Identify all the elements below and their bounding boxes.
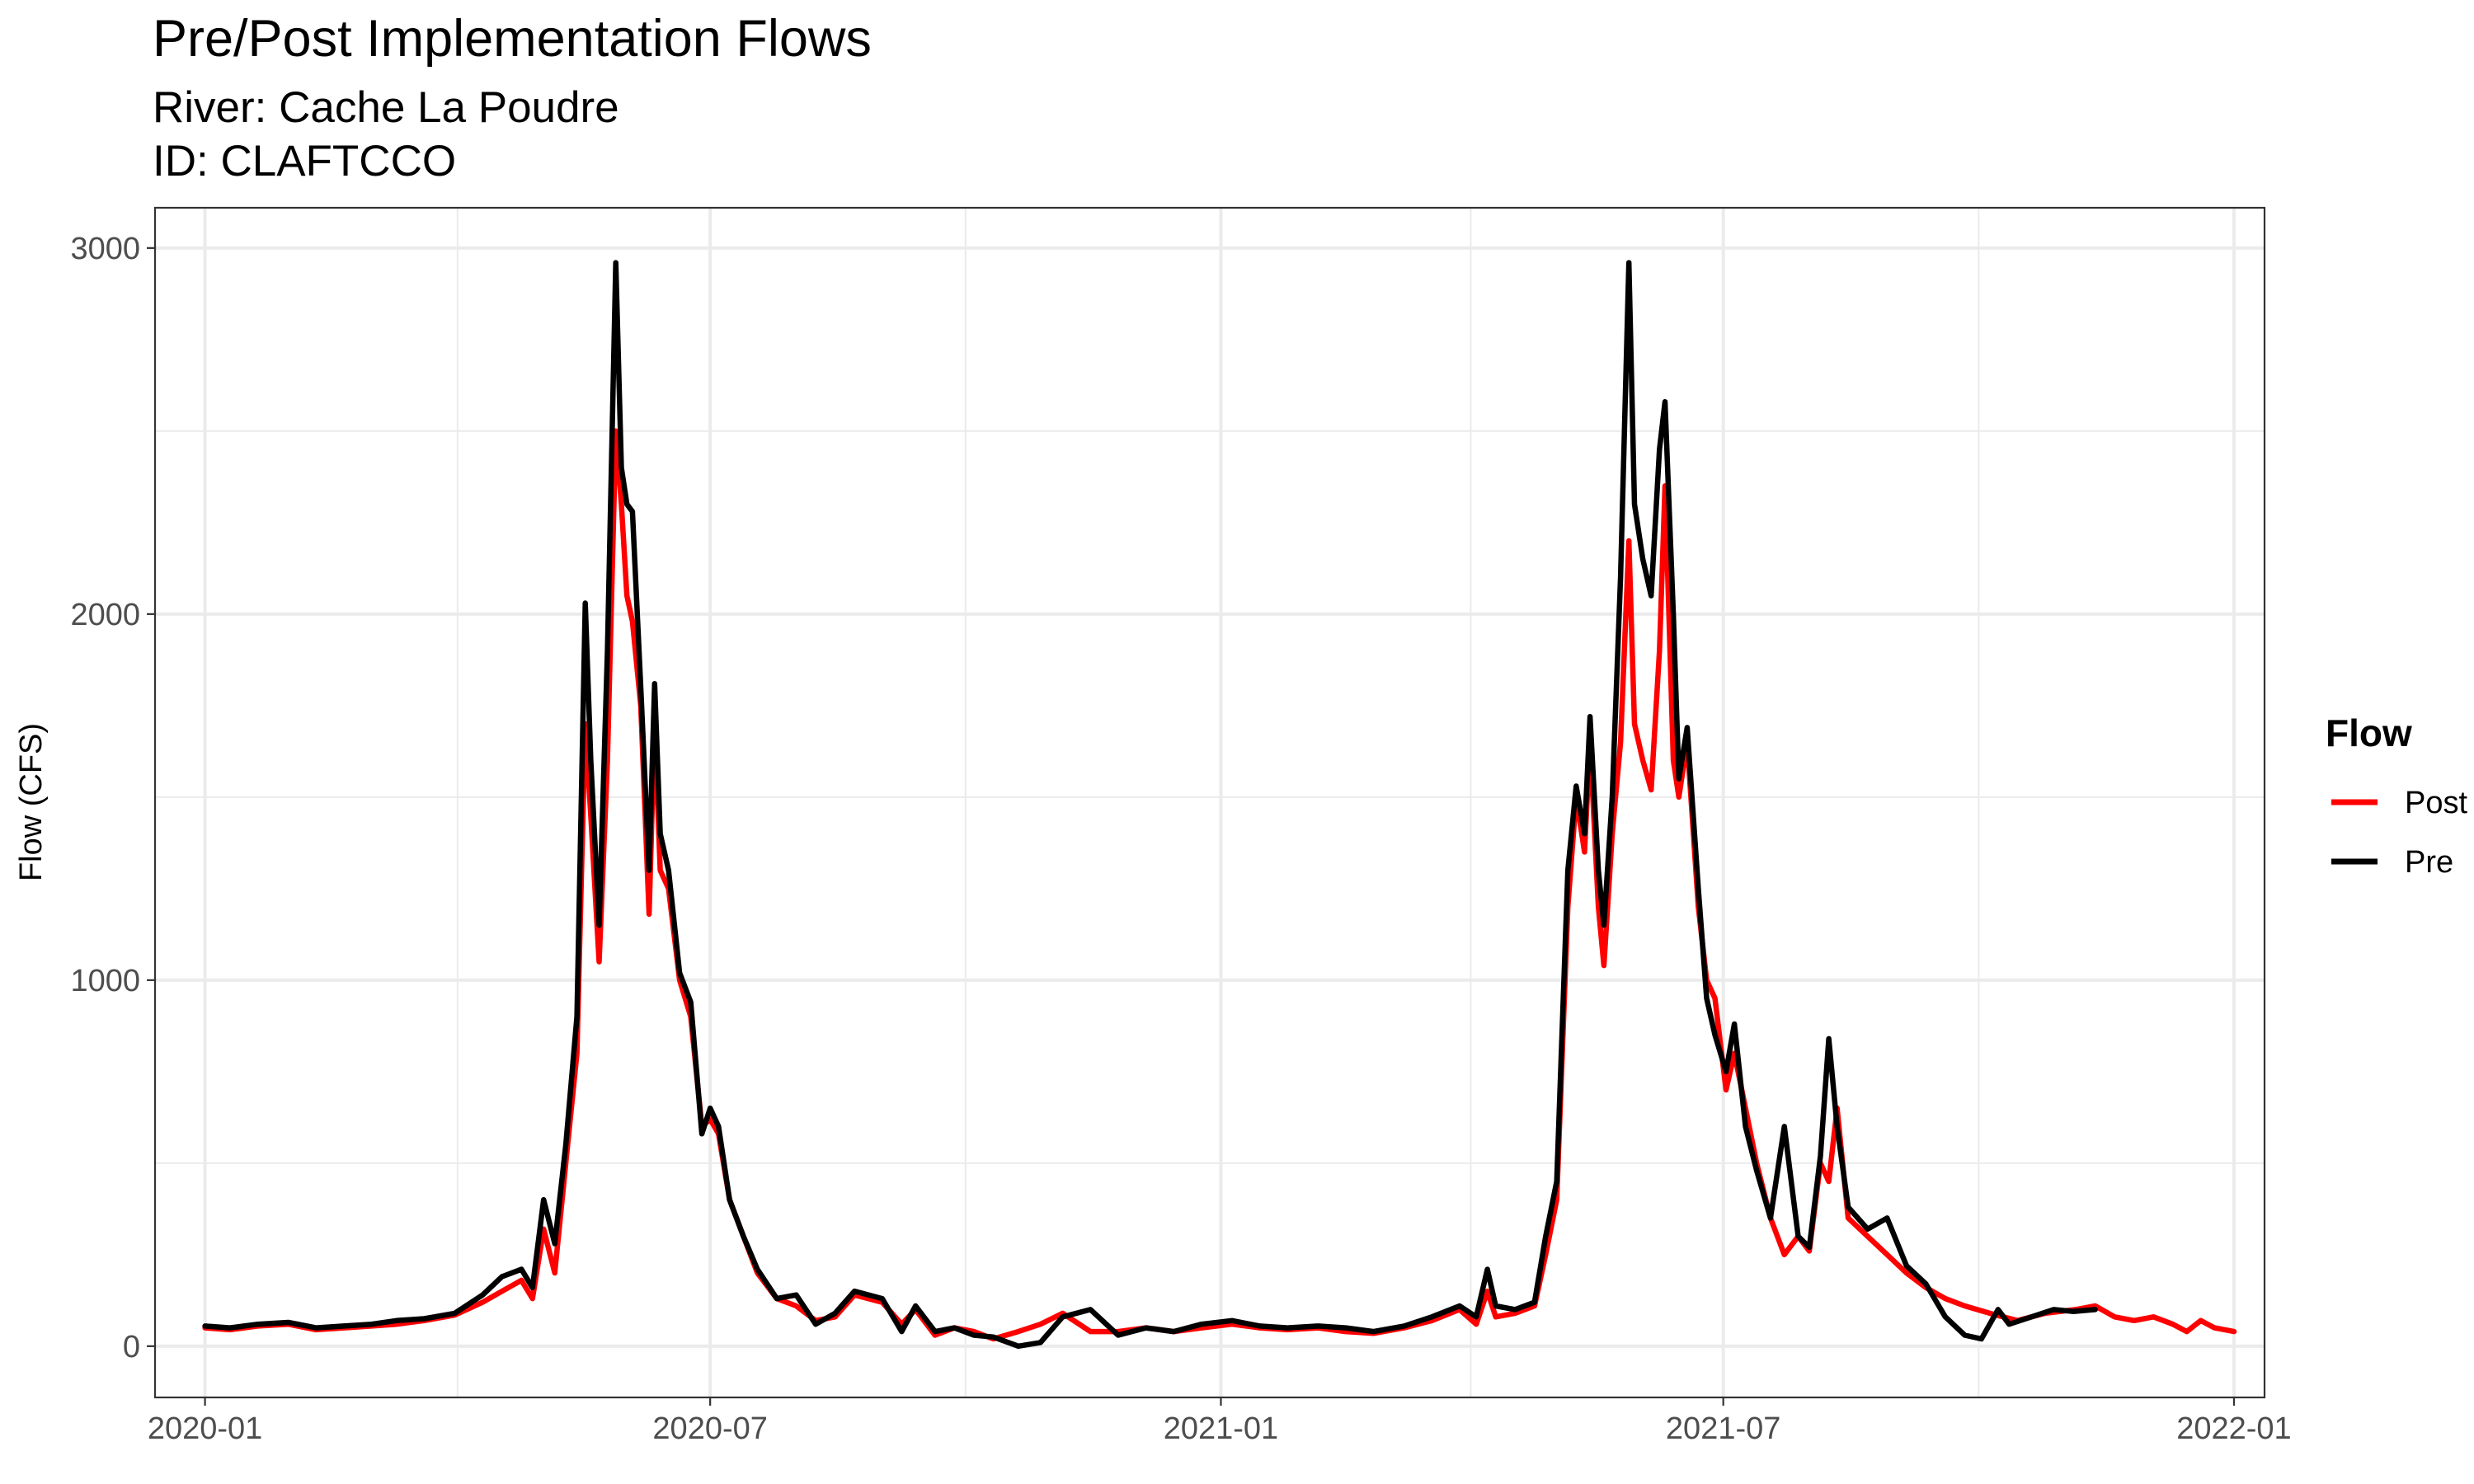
series-line-post xyxy=(202,428,2237,1342)
y-tick-label: 0 xyxy=(123,1330,140,1364)
y-tick-label: 1000 xyxy=(70,964,140,998)
x-tick-label: 2021-07 xyxy=(1666,1411,1780,1446)
x-tick-label: 2020-01 xyxy=(148,1411,262,1446)
y-axis: 0 1000 2000 3000 xyxy=(70,232,155,1364)
grid-major xyxy=(155,208,2265,1397)
x-tick-label: 2021-01 xyxy=(1164,1411,1278,1446)
legend-items: Post Pre xyxy=(2331,786,2467,880)
plot-background xyxy=(155,208,2265,1397)
x-axis: 2020-01 2020-07 2021-01 2021-07 2022-01 xyxy=(148,1397,2292,1446)
grid-minor xyxy=(155,208,2265,1397)
series-lines xyxy=(202,260,2237,1350)
chart-subtitle-river: River: Cache La Poudre xyxy=(153,83,619,132)
legend-label-post: Post xyxy=(2405,786,2467,820)
x-tick-label: 2022-01 xyxy=(2176,1411,2291,1446)
legend-label-pre: Pre xyxy=(2405,845,2453,880)
chart-subtitle-id: ID: CLAFTCCO xyxy=(153,137,456,186)
plot-panel xyxy=(153,206,2266,1399)
x-tick-label: 2020-07 xyxy=(652,1411,767,1446)
plot-border xyxy=(153,206,2266,1399)
y-tick-label: 3000 xyxy=(70,232,140,266)
chart-title: Pre/Post Implementation Flows xyxy=(153,10,872,68)
y-axis-label: Flow (CFS) xyxy=(14,723,49,881)
y-tick-label: 2000 xyxy=(70,598,140,632)
legend: Flow Post Pre xyxy=(2326,711,2467,880)
legend-title: Flow xyxy=(2326,711,2412,754)
series-line-pre xyxy=(202,260,2098,1350)
